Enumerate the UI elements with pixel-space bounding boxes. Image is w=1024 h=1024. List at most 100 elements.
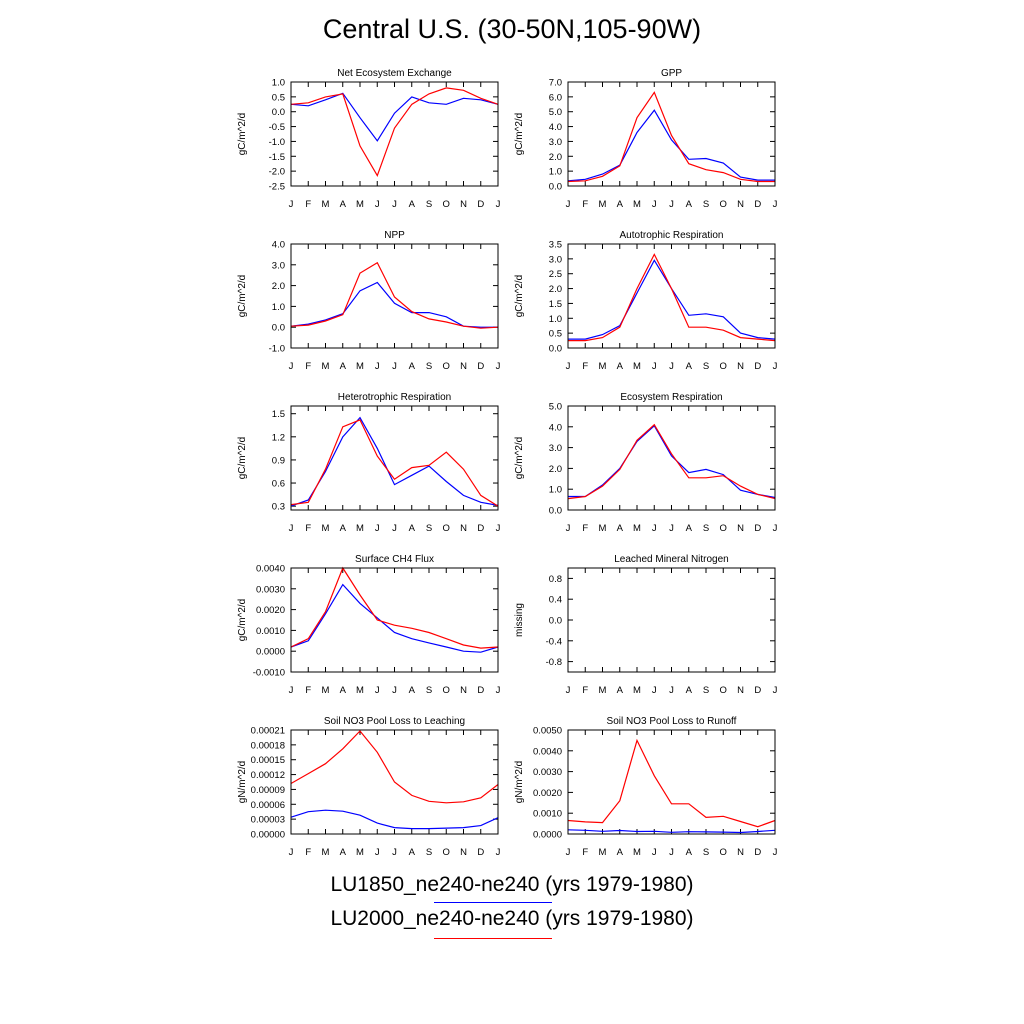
y-axis-label: gC/m^2/d (237, 599, 248, 642)
x-tick-label: A (686, 685, 693, 696)
y-tick-label: 0.00021 (251, 726, 285, 737)
x-tick-label: J (669, 847, 674, 858)
y-axis-label: gN/m^2/d (514, 761, 525, 804)
x-tick-label: M (599, 847, 607, 858)
y-tick-label: 0.9 (272, 455, 285, 466)
x-tick-label: M (599, 523, 607, 534)
legend-entry-lu2000: LU2000_ne240-ne240 (yrs 1979-1980) (330, 907, 694, 930)
x-tick-label: J (652, 685, 657, 696)
x-tick-label: O (720, 523, 727, 534)
y-tick-label: -1.0 (269, 137, 285, 148)
x-tick-label: J (773, 199, 778, 210)
series-line-lu1850 (568, 259, 776, 340)
x-tick-label: J (669, 361, 674, 372)
x-tick-label: F (582, 199, 588, 210)
y-tick-label: 0.00003 (251, 815, 285, 826)
panel-title: NPP (384, 230, 405, 241)
x-tick-label: F (305, 847, 311, 858)
panel-title: Surface CH4 Flux (355, 554, 434, 565)
x-tick-label: O (720, 199, 727, 210)
x-tick-label: J (652, 199, 657, 210)
y-tick-label: 0.0 (272, 323, 285, 334)
series-line-lu1850 (290, 416, 499, 507)
y-tick-label: 0.4 (549, 595, 562, 606)
y-tick-label: 0.0 (549, 344, 562, 355)
y-tick-label: 1.0 (549, 167, 562, 178)
series-line-lu2000 (290, 261, 499, 329)
y-tick-label: 5.0 (549, 402, 562, 413)
x-tick-label: J (773, 685, 778, 696)
x-tick-label: J (289, 523, 294, 534)
y-tick-label: 2.0 (272, 281, 285, 292)
x-tick-label: D (477, 361, 484, 372)
series-line-lu1850 (290, 583, 499, 653)
x-tick-label: A (340, 361, 347, 372)
y-tick-label: 1.0 (549, 314, 562, 325)
x-tick-label: N (460, 199, 467, 210)
y-tick-label: 0.5 (549, 329, 562, 340)
x-tick-label: M (599, 685, 607, 696)
x-tick-label: M (633, 847, 641, 858)
x-tick-label: M (322, 685, 330, 696)
plot-frame (290, 729, 499, 835)
legend-entry-lu1850: LU1850_ne240-ne240 (yrs 1979-1980) (330, 873, 694, 896)
series-line-lu1850 (568, 424, 776, 499)
series-line-lu2000 (567, 423, 776, 500)
y-tick-label: 6.0 (549, 92, 562, 103)
x-tick-label: J (652, 361, 657, 372)
x-tick-label: F (582, 685, 588, 696)
y-tick-label: -0.4 (546, 636, 562, 647)
y-tick-label: 2.0 (549, 284, 562, 295)
y-tick-label: 2.0 (549, 464, 562, 475)
x-tick-label: J (375, 685, 380, 696)
y-tick-label: 0.0 (549, 506, 562, 517)
x-tick-label: J (566, 361, 571, 372)
x-tick-label: A (409, 685, 416, 696)
panel-title: GPP (661, 68, 682, 79)
y-tick-label: 0.00015 (251, 755, 285, 766)
x-tick-label: D (754, 523, 761, 534)
y-tick-label: 1.2 (272, 432, 285, 443)
x-tick-label: A (617, 361, 624, 372)
x-tick-label: O (443, 523, 450, 534)
x-tick-label: O (720, 685, 727, 696)
x-tick-label: D (754, 361, 761, 372)
y-tick-label: 0.0020 (256, 605, 285, 616)
y-tick-label: 3.0 (549, 443, 562, 454)
x-tick-label: D (477, 685, 484, 696)
x-tick-label: J (496, 847, 501, 858)
y-tick-label: 3.0 (549, 137, 562, 148)
y-axis-label: missing (514, 603, 525, 637)
y-tick-label: 0.00018 (251, 740, 285, 751)
y-tick-label: -2.5 (269, 182, 285, 193)
plot-frame (567, 81, 776, 187)
series-line-lu1850 (567, 829, 776, 834)
x-tick-label: A (686, 847, 693, 858)
x-tick-label: J (669, 199, 674, 210)
x-tick-label: J (652, 847, 657, 858)
x-tick-label: N (737, 847, 744, 858)
series-line-lu1850 (290, 92, 499, 142)
y-tick-label: -2.0 (269, 167, 285, 178)
x-tick-label: J (566, 199, 571, 210)
x-tick-label: S (426, 685, 432, 696)
x-tick-label: O (443, 847, 450, 858)
y-tick-label: 0.00000 (251, 830, 285, 841)
x-tick-label: J (496, 685, 501, 696)
series-line-lu2000 (568, 253, 776, 342)
x-tick-label: J (566, 685, 571, 696)
y-tick-label: 1.0 (549, 485, 562, 496)
y-tick-label: 0.0 (549, 616, 562, 627)
x-tick-label: S (426, 847, 432, 858)
y-tick-label: -0.5 (269, 122, 285, 133)
x-tick-label: A (686, 199, 693, 210)
x-tick-label: F (305, 523, 311, 534)
x-tick-label: N (737, 685, 744, 696)
y-axis-label: gC/m^2/d (514, 437, 525, 480)
y-tick-label: 0.0010 (256, 626, 285, 637)
x-tick-label: J (375, 847, 380, 858)
x-tick-label: J (375, 361, 380, 372)
x-tick-label: S (426, 523, 432, 534)
x-tick-label: A (686, 523, 693, 534)
